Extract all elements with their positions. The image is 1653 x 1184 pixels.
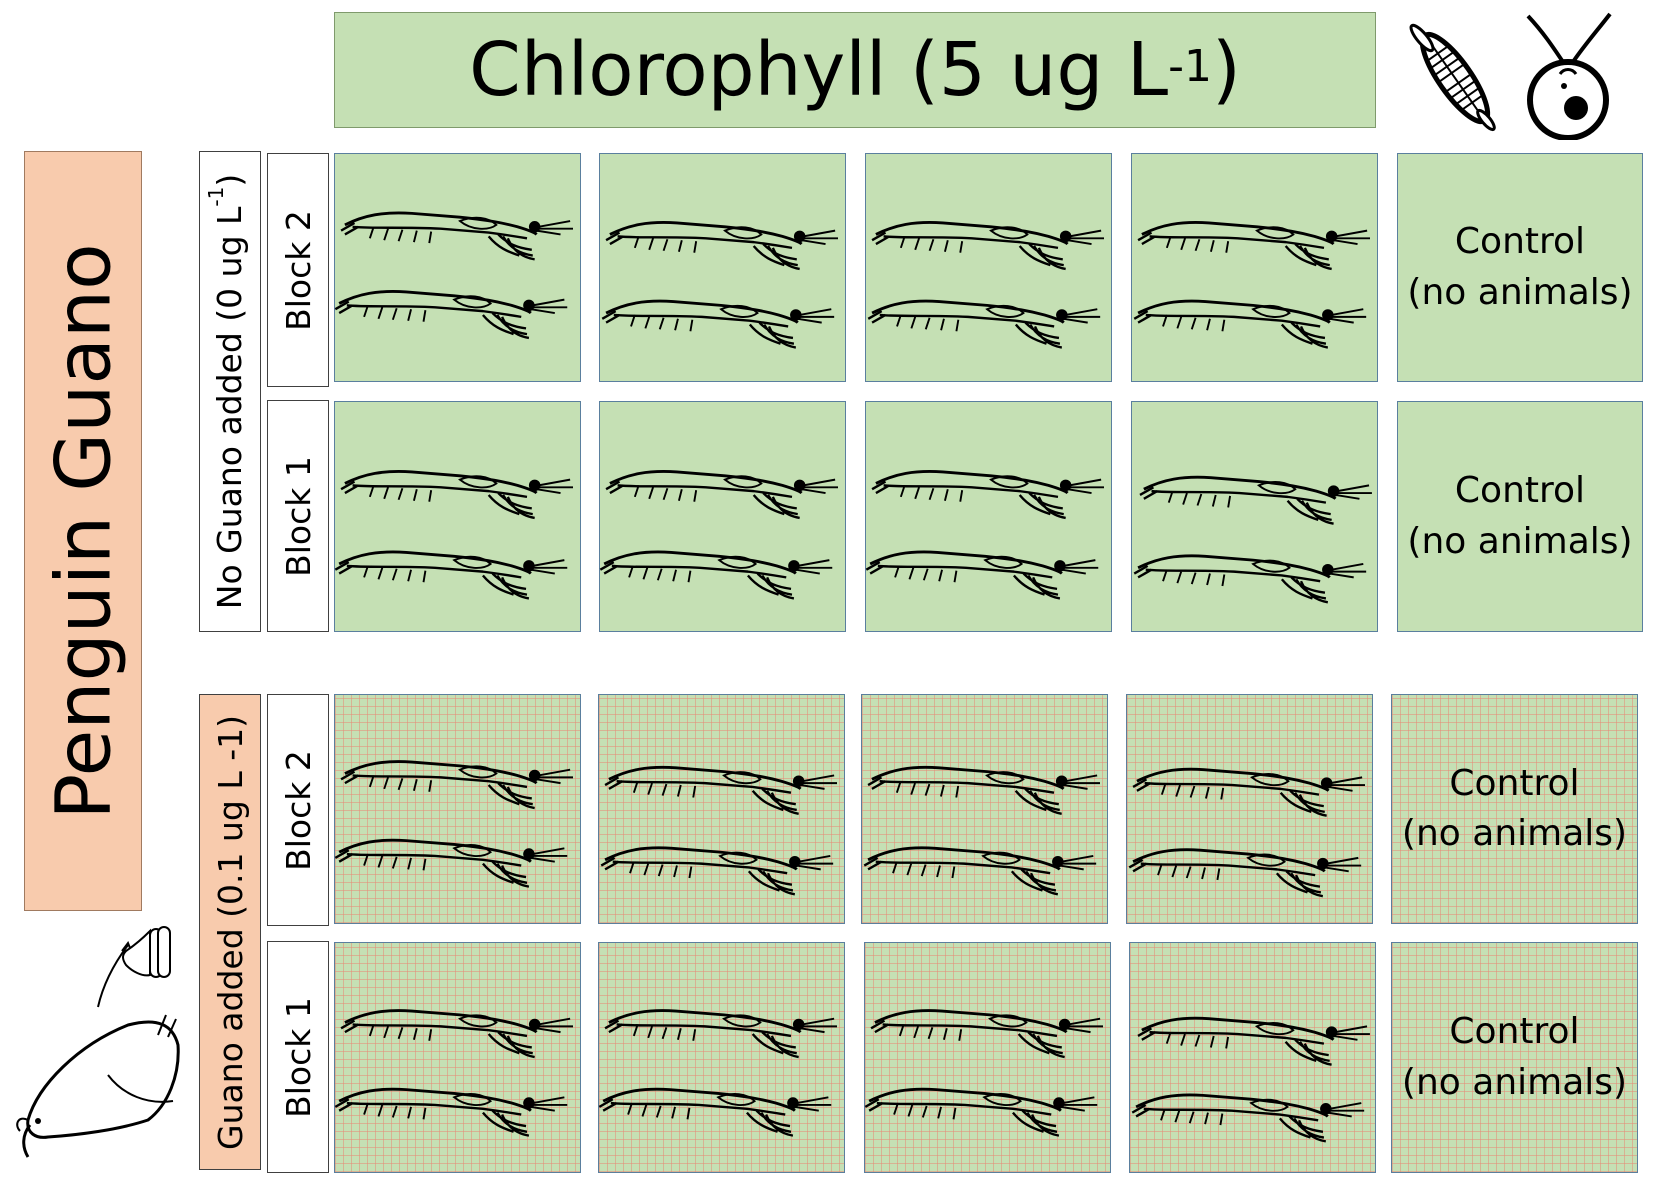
tank-cell: [863, 942, 1111, 1173]
krill-icon: [1132, 220, 1371, 349]
tank-cell: [1126, 694, 1373, 924]
block-label-2-no-guano: Block 2: [267, 153, 329, 387]
penguin-guano-label-box: Penguin Guano: [24, 151, 142, 911]
treatment-label-no-guano: No Guano added (0 ug L-1): [199, 151, 261, 632]
block-label-1-no-guano: Block 1: [267, 400, 329, 632]
penguin-icon: [8, 925, 183, 1165]
control-cell: Control (no animals): [1391, 942, 1638, 1173]
krill-icon: [333, 760, 574, 889]
no-guano-superscript: -1: [204, 186, 229, 207]
chlorophyll-title: Chlorophyll (5 ug L -1): [334, 12, 1376, 128]
krill-icon: [333, 469, 574, 600]
no-guano-text: No Guano added (0 ug L: [210, 206, 250, 610]
krill-icon: [862, 765, 1101, 896]
tank-cell: [333, 401, 581, 632]
title-text: Chlorophyll (5 ug L: [469, 27, 1169, 113]
tank-cell: [865, 153, 1112, 382]
phytoplankton-icon: [1518, 12, 1618, 141]
krill-icon: [1130, 1016, 1371, 1143]
title-close: ): [1211, 27, 1241, 113]
title-superscript: -1: [1168, 40, 1212, 92]
guano-text: Guano added (0.1 ug L -1): [210, 714, 250, 1150]
tank-cell: [333, 694, 581, 924]
krill-icon: [333, 1008, 574, 1137]
krill-icon: [1127, 767, 1366, 898]
tank-cell: [1131, 153, 1378, 382]
block-label-1-guano: Block 1: [267, 941, 329, 1173]
tank-cell: [333, 942, 581, 1173]
krill-icon: [597, 1008, 838, 1137]
tank-cell: [598, 694, 845, 924]
diatom-icon: [1400, 18, 1510, 136]
control-cell: Control (no animals): [1397, 153, 1643, 382]
guano-icon: [118, 925, 178, 985]
control-cell: Control (no animals): [1391, 694, 1638, 924]
krill-icon: [600, 220, 839, 349]
control-cell: Control (no animals): [1397, 401, 1643, 632]
tank-cell: [597, 942, 845, 1173]
tank-cell: [1131, 401, 1378, 632]
krill-icon: [1132, 475, 1373, 604]
krill-icon: [333, 210, 574, 339]
krill-icon: [863, 1008, 1104, 1137]
tank-cell: [333, 153, 581, 382]
tank-cell: [864, 401, 1112, 632]
krill-icon: [598, 469, 839, 600]
krill-icon: [866, 220, 1105, 349]
penguin-guano-label: Penguin Guano: [38, 242, 128, 820]
krill-icon: [599, 765, 838, 896]
no-guano-close: ): [210, 173, 250, 187]
tank-cell: [599, 153, 846, 382]
tank-cell: [861, 694, 1108, 924]
tank-cell: [1129, 942, 1376, 1173]
block-label-2-guano: Block 2: [267, 694, 329, 926]
treatment-label-guano: Guano added (0.1 ug L -1): [199, 694, 261, 1170]
krill-icon: [864, 469, 1105, 600]
tank-cell: [598, 401, 846, 632]
